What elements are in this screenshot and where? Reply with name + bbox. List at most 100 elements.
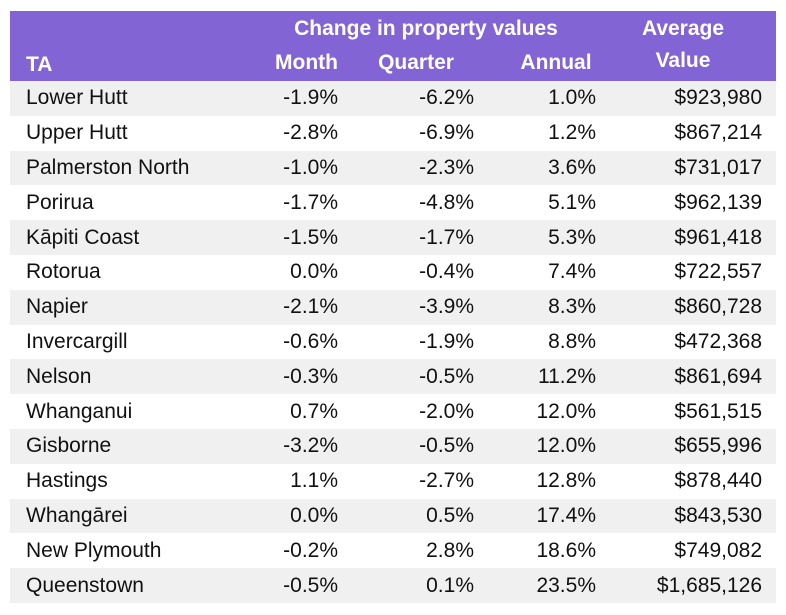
cell-quarter: -4.8%: [419, 190, 474, 214]
cell-average-value: $561,515: [674, 399, 762, 423]
cell-average-value: $962,139: [674, 190, 762, 214]
cell-ta: Whangārei: [26, 503, 128, 527]
cell-quarter: -1.7%: [419, 225, 474, 249]
cell-ta: Gisborne: [26, 434, 112, 458]
header-average-line2: Value: [655, 49, 711, 72]
cell-average-value: $472,368: [674, 329, 762, 353]
cell-annual: 18.6%: [536, 538, 596, 562]
cell-average-value: $749,082: [674, 538, 762, 562]
cell-ta: Kāpiti Coast: [26, 225, 140, 249]
cell-month: -1.9%: [283, 86, 338, 110]
cell-ta: Lower Hutt: [26, 86, 128, 110]
cell-annual: 23.5%: [536, 573, 596, 597]
table-row: Invercargill -0.6% -1.9% 8.8% $472,368: [10, 325, 776, 360]
table-header: Change in property values Average Value …: [10, 11, 776, 81]
cell-quarter: 2.8%: [426, 538, 474, 562]
cell-month: -0.2%: [283, 538, 338, 562]
property-values-table: Change in property values Average Value …: [10, 11, 776, 603]
table-row: Rotorua 0.0% -0.4% 7.4% $722,557: [10, 255, 776, 290]
table-row: Gisborne -3.2% -0.5% 12.0% $655,996: [10, 428, 776, 464]
table-row: Lower Hutt -1.9% -6.2% 1.0% $923,980: [10, 81, 776, 116]
cell-annual: 1.0%: [548, 86, 596, 110]
cell-month: 1.1%: [290, 469, 338, 493]
cell-quarter: -2.3%: [419, 155, 474, 179]
cell-quarter: -0.5%: [419, 364, 474, 388]
table-row: Queenstown -0.5% 0.1% 23.5% $1,685,126: [10, 568, 776, 603]
cell-annual: 17.4%: [536, 503, 596, 527]
table-body: Lower Hutt -1.9% -6.2% 1.0% $923,980 Upp…: [10, 81, 776, 603]
cell-annual: 11.2%: [538, 364, 596, 388]
cell-month: -0.6%: [283, 329, 338, 353]
header-annual: Annual: [520, 51, 592, 74]
cell-annual: 5.1%: [548, 190, 596, 214]
cell-quarter: -3.9%: [419, 295, 474, 319]
header-ta: TA: [26, 53, 53, 76]
cell-month: -1.0%: [283, 155, 338, 179]
cell-month: 0.0%: [290, 503, 338, 527]
cell-quarter: -6.9%: [419, 121, 474, 145]
table-row: New Plymouth -0.2% 2.8% 18.6% $749,082: [10, 533, 776, 568]
cell-month: -3.2%: [283, 434, 338, 458]
table-row: Hastings 1.1% -2.7% 12.8% $878,440: [10, 464, 776, 499]
cell-month: -0.5%: [283, 573, 338, 597]
table-row: Palmerston North -1.0% -2.3% 3.6% $731,0…: [10, 150, 776, 186]
table-row: Whanganui 0.7% -2.0% 12.0% $561,515: [10, 394, 776, 429]
cell-ta: Palmerston North: [26, 155, 190, 179]
cell-ta: Nelson: [26, 364, 92, 388]
table-row: Porirua -1.7% -4.8% 5.1% $962,139: [10, 185, 776, 220]
table-row: Napier -2.1% -3.9% 8.3% $860,728: [10, 289, 776, 325]
cell-average-value: $961,418: [674, 225, 762, 249]
cell-average-value: $731,017: [674, 155, 762, 179]
cell-month: 0.0%: [290, 260, 338, 284]
cell-ta: Upper Hutt: [26, 121, 128, 145]
cell-month: -0.3%: [283, 364, 338, 388]
cell-average-value: $860,728: [674, 295, 762, 319]
cell-quarter: -2.7%: [419, 469, 474, 493]
cell-average-value: $655,996: [674, 434, 762, 458]
cell-annual: 12.0%: [536, 399, 596, 423]
cell-quarter: -0.4%: [419, 260, 474, 284]
cell-ta: Napier: [26, 295, 88, 319]
cell-quarter: -1.9%: [419, 329, 474, 353]
cell-annual: 1.2%: [548, 121, 596, 145]
header-month: Month: [275, 51, 338, 74]
header-quarter: Quarter: [378, 51, 454, 74]
cell-quarter: 0.5%: [426, 503, 474, 527]
table-row: Upper Hutt -2.8% -6.9% 1.2% $867,214: [10, 116, 776, 151]
table-row: Nelson -0.3% -0.5% 11.2% $861,694: [10, 359, 776, 395]
cell-average-value: $878,440: [674, 469, 762, 493]
cell-average-value: $843,530: [674, 503, 762, 527]
cell-average-value: $867,214: [674, 121, 762, 145]
cell-annual: 12.8%: [536, 469, 596, 493]
cell-average-value: $1,685,126: [656, 573, 762, 597]
table-row: Kāpiti Coast -1.5% -1.7% 5.3% $961,418: [10, 220, 776, 255]
cell-ta: Rotorua: [26, 260, 101, 284]
cell-annual: 12.0%: [536, 434, 596, 458]
cell-quarter: 0.1%: [426, 573, 474, 597]
cell-month: -1.7%: [283, 190, 338, 214]
cell-month: -1.5%: [283, 225, 338, 249]
cell-ta: Porirua: [26, 190, 94, 214]
cell-month: -2.1%: [283, 295, 338, 319]
cell-ta: New Plymouth: [26, 538, 162, 562]
cell-quarter: -6.2%: [419, 86, 474, 110]
cell-ta: Whanganui: [26, 399, 133, 423]
cell-ta: Queenstown: [26, 573, 144, 597]
cell-annual: 8.3%: [548, 295, 596, 319]
cell-ta: Hastings: [26, 469, 108, 493]
cell-average-value: $861,694: [674, 364, 762, 388]
cell-quarter: -0.5%: [419, 434, 474, 458]
table-row: Whangārei 0.0% 0.5% 17.4% $843,530: [10, 498, 776, 534]
cell-month: -2.8%: [283, 121, 338, 145]
cell-annual: 7.4%: [548, 260, 596, 284]
cell-average-value: $722,557: [674, 260, 762, 284]
cell-annual: 3.6%: [548, 155, 596, 179]
header-group-title: Change in property values: [294, 17, 558, 40]
cell-annual: 8.8%: [548, 329, 596, 353]
cell-annual: 5.3%: [548, 225, 596, 249]
cell-quarter: -2.0%: [419, 399, 474, 423]
header-average-line1: Average: [641, 17, 725, 40]
cell-ta: Invercargill: [26, 329, 128, 353]
cell-average-value: $923,980: [674, 86, 762, 110]
cell-month: 0.7%: [290, 399, 338, 423]
